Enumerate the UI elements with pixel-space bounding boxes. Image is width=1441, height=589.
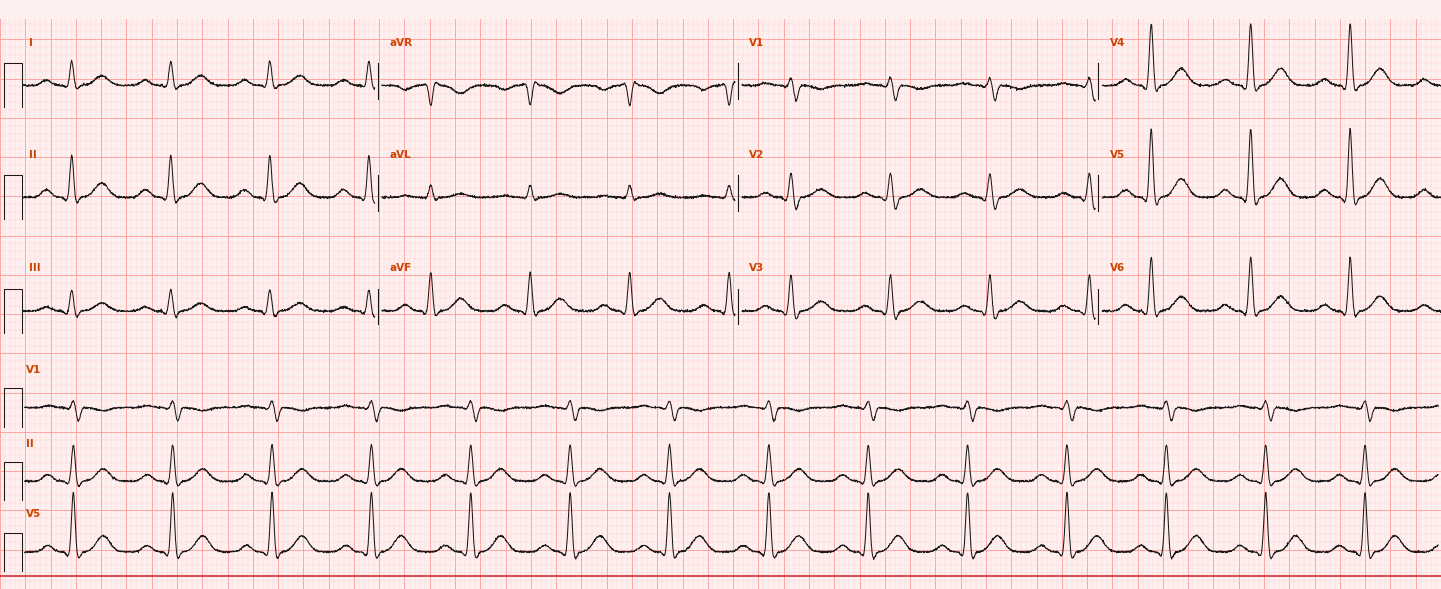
Text: III: III	[29, 263, 40, 273]
Text: V3: V3	[749, 263, 765, 273]
Text: V5: V5	[26, 509, 42, 519]
Text: II: II	[29, 150, 36, 160]
Text: V6: V6	[1110, 263, 1125, 273]
Text: I: I	[29, 38, 33, 48]
Text: V1: V1	[26, 365, 42, 375]
Text: V4: V4	[1110, 38, 1125, 48]
Text: aVL: aVL	[389, 150, 411, 160]
Text: aVR: aVR	[389, 38, 412, 48]
Bar	[0, 0, 1441, 18]
Text: II: II	[26, 439, 33, 449]
Text: aVF: aVF	[389, 263, 411, 273]
Text: V1: V1	[749, 38, 765, 48]
Text: V2: V2	[749, 150, 765, 160]
Text: V5: V5	[1110, 150, 1125, 160]
